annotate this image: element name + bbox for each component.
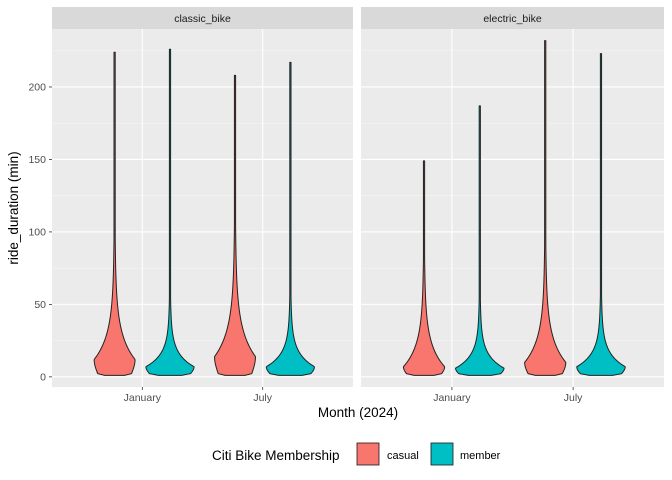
legend-label-member: member bbox=[460, 450, 501, 462]
violin-casual-july bbox=[214, 74, 256, 376]
facet-label-electric-bike: electric_bike bbox=[483, 13, 542, 25]
facet-strip-electric-bike bbox=[361, 7, 664, 29]
legend-label-casual: casual bbox=[387, 450, 419, 462]
legend-title: Citi Bike Membership bbox=[212, 448, 340, 463]
violins bbox=[93, 40, 626, 376]
legend-key-member bbox=[430, 442, 454, 466]
x-tick-label: July bbox=[564, 392, 583, 404]
violin-casual-january bbox=[93, 51, 136, 376]
legend-key-casual bbox=[356, 442, 380, 466]
y-tick-label: 100 bbox=[28, 226, 46, 238]
violin-member-july bbox=[576, 53, 626, 376]
y-axis-title: ride_duration (min) bbox=[6, 151, 21, 264]
violin-member-july bbox=[265, 61, 315, 376]
violin-member-january bbox=[455, 105, 505, 376]
x-tick-label: January bbox=[433, 392, 471, 404]
x-tick-label: July bbox=[253, 392, 272, 404]
facet-label-classic-bike: classic_bike bbox=[174, 13, 231, 25]
legend: Citi Bike Membership casual member bbox=[212, 442, 501, 466]
panel-classic-bike bbox=[52, 29, 353, 387]
panel-electric-bike bbox=[361, 29, 664, 387]
y-tick-label: 0 bbox=[40, 371, 46, 383]
x-axis-title: Month (2024) bbox=[318, 405, 398, 420]
violin-member-january bbox=[145, 48, 195, 376]
y-tick-label: 200 bbox=[28, 81, 46, 93]
violin-casual-july bbox=[524, 40, 567, 376]
axes: January July January July 0 50 100 150 200 bbox=[28, 81, 583, 404]
facet-strip-classic-bike bbox=[52, 7, 353, 29]
gridlines bbox=[52, 29, 664, 387]
y-tick-label: 50 bbox=[34, 299, 46, 311]
y-tick-label: 150 bbox=[28, 154, 46, 166]
violin-casual-january bbox=[402, 160, 446, 376]
x-tick-label: January bbox=[124, 392, 162, 404]
